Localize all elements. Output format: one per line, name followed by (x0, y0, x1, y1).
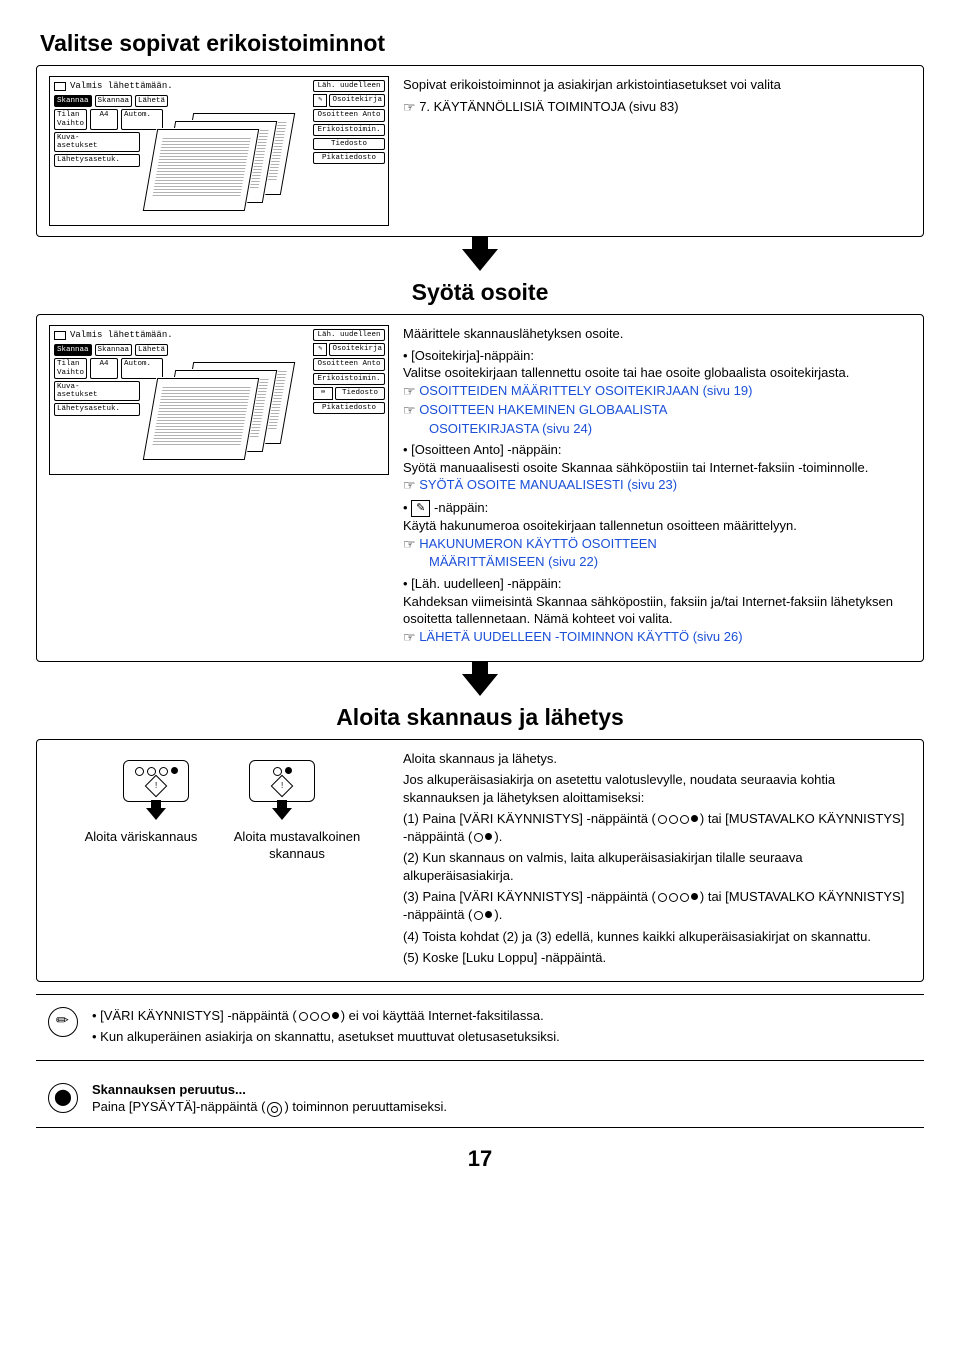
btn-resend: Läh. uudelleen (313, 80, 385, 92)
btn-special-modes: Erikoistoimin. (313, 124, 385, 136)
screen-mock-1: Valmis lähettämään. Skannaa Skannaa Lähe… (49, 76, 389, 226)
dots-bw-icon (474, 833, 492, 842)
address-intro: Määrittele skannauslähetyksen osoite. (403, 325, 911, 343)
label-bw-scan: Aloita mustavalkoinen skannaus (232, 828, 362, 863)
addr-b1-body: Valitse osoitekirjaan tallennettu osoite… (403, 365, 849, 380)
box-address: Valmis lähettämään. Skannaa Skannaa Lähe… (36, 314, 924, 661)
mini-arrow-icon-2 (272, 808, 292, 820)
box-start: ! ! Aloita väriskannaus Aloita must (36, 739, 924, 982)
title-start: Aloita skannaus ja lähetys (36, 702, 924, 733)
start-s2: (2) Kun skannaus on valmis, laita alkupe… (403, 849, 911, 884)
addr-b4-head: [Läh. uudelleen] -näppäin: (411, 576, 561, 591)
dots-color-icon (658, 815, 698, 824)
label-color-scan: Aloita väriskannaus (76, 828, 206, 863)
start-s5: (5) Koske [Luku Loppu] -näppäintä. (403, 949, 911, 967)
addr-b2-link1: SYÖTÄ OSOITE MANUAALISESTI (sivu 23) (419, 477, 677, 492)
note1-l2: Kun alkuperäinen asiakirja on skannattu,… (100, 1029, 560, 1044)
special-ref: 7. KÄYTÄNNÖLLISIÄ TOIMINTOJA (sivu 83) (419, 99, 678, 114)
start-s4: (4) Toista kohdat (2) ja (3) edellä, kun… (403, 928, 911, 946)
addr-b4-link1: LÄHETÄ UUDELLEEN -TOIMINNON KÄYTTÖ (sivu… (419, 629, 742, 644)
title-address: Syötä osoite (36, 277, 924, 308)
btn-send-settings: Lähetysasetuk. (54, 154, 140, 166)
note-block-2: ⬤ Skannauksen peruutus... Paina [PYSÄYTÄ… (36, 1071, 924, 1129)
btn-image-settings: Kuva-asetukset (54, 132, 140, 153)
note2-title: Skannauksen peruutus... (92, 1082, 246, 1097)
btn-scan: Skannaa (54, 95, 92, 107)
addr-b1-link1: OSOITTEIDEN MÄÄRITTELY OSOITEKIRJAAN (si… (419, 383, 752, 398)
btn-scan2: Skannaa (95, 95, 133, 107)
addr-b1-link2b: OSOITEKIRJASTA (sivu 24) (429, 421, 592, 436)
screen-mock-2: Valmis lähettämään. Skannaa Skannaa Lähe… (49, 325, 389, 475)
box-special: Valmis lähettämään. Skannaa Skannaa Lähe… (36, 65, 924, 237)
dots-color-icon-2 (299, 1012, 339, 1021)
addr-b1-link2a: OSOITTEEN HAKEMINEN GLOBAALISTA (419, 402, 667, 417)
arrow-down-icon-1 (462, 249, 498, 271)
stop-inline-icon (267, 1102, 282, 1117)
addr-b2-body: Syötä manuaalisesti osoite Skannaa sähkö… (403, 460, 868, 475)
addr-b3-head: -näppäin: (434, 500, 488, 515)
bw-start-button: ! (249, 760, 315, 802)
start-p2: Jos alkuperäisasiakirja on asetettu valo… (403, 771, 911, 806)
color-start-button: ! (123, 760, 189, 802)
btn-addressbook: Osoitekirja (329, 94, 385, 107)
arrow-down-icon-2 (462, 674, 498, 696)
cancel-note-icon: ⬤ (48, 1083, 78, 1113)
mini-arrow-icon-1 (146, 808, 166, 820)
addr-b3-body: Käytä hakunumeroa osoitekirjaan tallenne… (403, 518, 797, 533)
start-intro: Aloita skannaus ja lähetys. (403, 750, 911, 768)
addr-b3-link1a: HAKUNUMERON KÄYTTÖ OSOITTEEN (419, 536, 657, 551)
btn-enter-addr: Osoitteen Anto (313, 109, 385, 121)
speeddial-icon: ✎ (411, 500, 430, 517)
title-special: Valitse sopivat erikoistoiminnot (40, 28, 924, 59)
addr-b2-head: [Osoitteen Anto] -näppäin: (411, 442, 561, 457)
addr-b1-head: [Osoitekirja]-näppäin: (411, 348, 534, 363)
btn-file: Tiedosto (313, 138, 385, 150)
special-intro: Sopivat erikoistoiminnot ja asiakirjan a… (403, 76, 911, 94)
btn-mode: Tilan Vaihto (54, 109, 87, 130)
addr-b3-link1b: MÄÄRITTÄMISEEN (sivu 22) (429, 554, 598, 569)
pencil-note-icon: ✎ (48, 1007, 78, 1037)
hand-icon: ☞ (403, 99, 416, 115)
addr-b4-body: Kahdeksan viimeisintä Skannaa sähköposti… (403, 594, 893, 627)
note-block-1: ✎ • [VÄRI KÄYNNISTYS] -näppäintä () ei v… (36, 994, 924, 1061)
btn-quickfile: Pikatiedosto (313, 152, 385, 164)
page-number: 17 (36, 1144, 924, 1174)
